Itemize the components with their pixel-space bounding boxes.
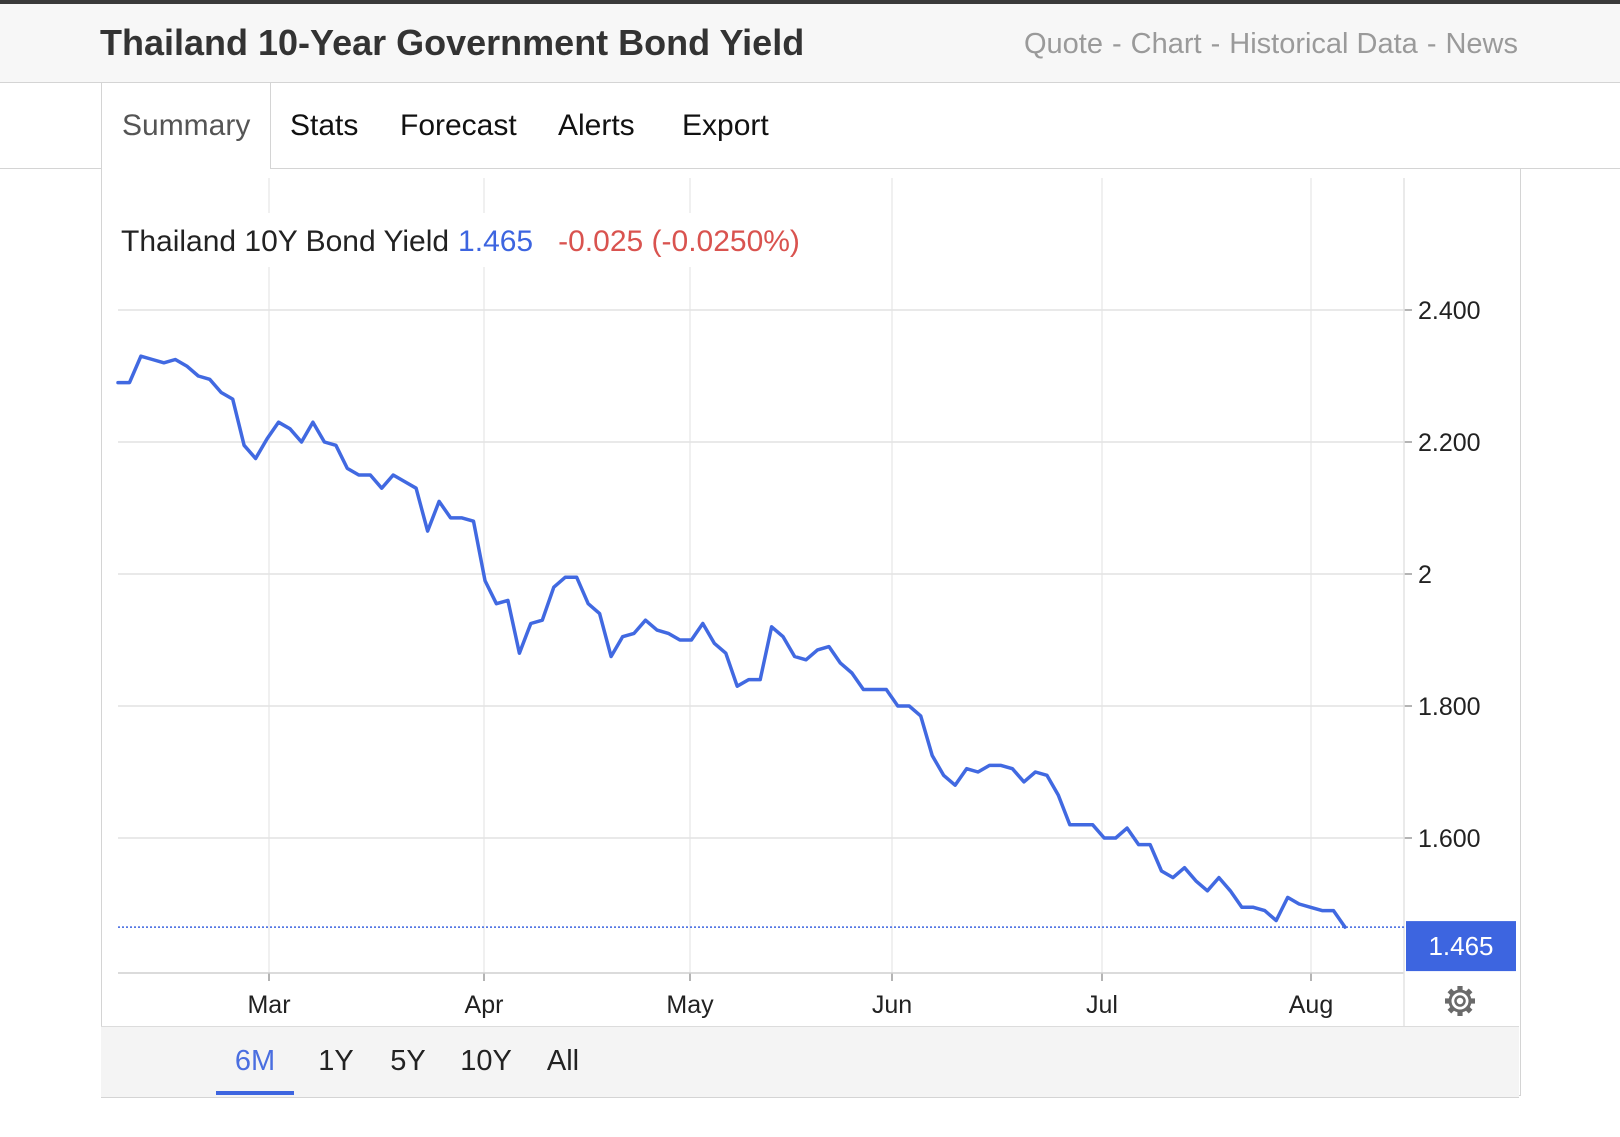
- y-tick-label: 2.200: [1418, 429, 1481, 457]
- range-6m-button[interactable]: 6M: [216, 1027, 294, 1095]
- gear-tooth: [1457, 986, 1463, 992]
- range-selector: 6M 1Y 5Y 10Y All: [101, 1026, 1519, 1098]
- gear-tooth: [1447, 988, 1456, 997]
- y-axis-labels: 2.400 2.200 2 1.800 1.600: [1418, 297, 1481, 853]
- header-links: Quote - Chart - Historical Data - News: [1024, 28, 1518, 61]
- x-tick-label: Apr: [465, 991, 504, 1019]
- x-tick-label: Jul: [1086, 991, 1118, 1019]
- link-separator: -: [1210, 28, 1221, 60]
- range-10y-button[interactable]: 10Y: [460, 1045, 512, 1077]
- x-axis-labels: Mar Apr May Jun Jul Aug: [247, 991, 1333, 1019]
- vertical-gridlines: [268, 178, 1312, 981]
- last-price-tag: [1406, 921, 1516, 972]
- gear-icon[interactable]: [1445, 986, 1475, 1016]
- horizontal-gridlines: [118, 309, 1412, 839]
- tab-forecast[interactable]: Forecast: [400, 109, 517, 142]
- y-tick-label: 2: [1418, 561, 1432, 589]
- legend-series-name: Thailand 10Y Bond Yield: [121, 225, 449, 258]
- tab-bar: Summary Stats Forecast Alerts Export: [0, 83, 1620, 169]
- x-tick-label: May: [666, 991, 714, 1019]
- gear-tooth: [1469, 998, 1475, 1004]
- range-5y-button[interactable]: 5Y: [390, 1045, 426, 1077]
- legend: Thailand 10Y Bond Yield 1.465 -0.025 (-0.0…: [121, 225, 800, 258]
- link-separator: -: [1111, 28, 1122, 60]
- quote-link[interactable]: Quote: [1023, 28, 1103, 60]
- y-tick-label: 1.800: [1418, 693, 1481, 721]
- tab-export[interactable]: Export: [682, 109, 769, 142]
- page-header: Thailand 10-Year Government Bond Yield Q…: [0, 4, 1620, 83]
- tab-stats[interactable]: Stats: [290, 109, 359, 142]
- legend-change: -0.025 (-0.0250%): [558, 225, 800, 258]
- legend-value: 1.465: [458, 225, 533, 258]
- page-title: Thailand 10-Year Government Bond Yield: [100, 22, 805, 63]
- gear-tooth: [1464, 988, 1473, 997]
- range-all-button[interactable]: All: [546, 1045, 580, 1077]
- tab-alerts[interactable]: Alerts: [558, 109, 635, 142]
- link-separator: -: [1426, 28, 1437, 60]
- series-line-yield[interactable]: [116, 354, 1347, 929]
- legend-background: [116, 213, 816, 267]
- gear-tooth: [1445, 998, 1451, 1004]
- last-price-tag-label: 1.465: [1428, 931, 1493, 961]
- top-accent-bar: [0, 0, 1620, 4]
- gear-tooth: [1447, 1005, 1456, 1014]
- x-tick-label: Aug: [1289, 991, 1333, 1019]
- y-tick-label: 1.600: [1418, 825, 1481, 853]
- gear-tooth: [1464, 1005, 1473, 1014]
- chart-link[interactable]: Chart: [1130, 28, 1202, 60]
- chart-panel: [101, 169, 1521, 1096]
- gear-tooth: [1457, 1010, 1463, 1016]
- historical-data-link[interactable]: Historical Data: [1229, 28, 1418, 60]
- news-link[interactable]: News: [1445, 28, 1518, 60]
- y-tick-label: 2.400: [1418, 297, 1481, 325]
- tab-summary[interactable]: Summary: [101, 83, 272, 169]
- range-1y-button[interactable]: 1Y: [318, 1045, 354, 1077]
- x-tick-label: Jun: [872, 991, 912, 1019]
- x-tick-label: Mar: [247, 991, 290, 1019]
